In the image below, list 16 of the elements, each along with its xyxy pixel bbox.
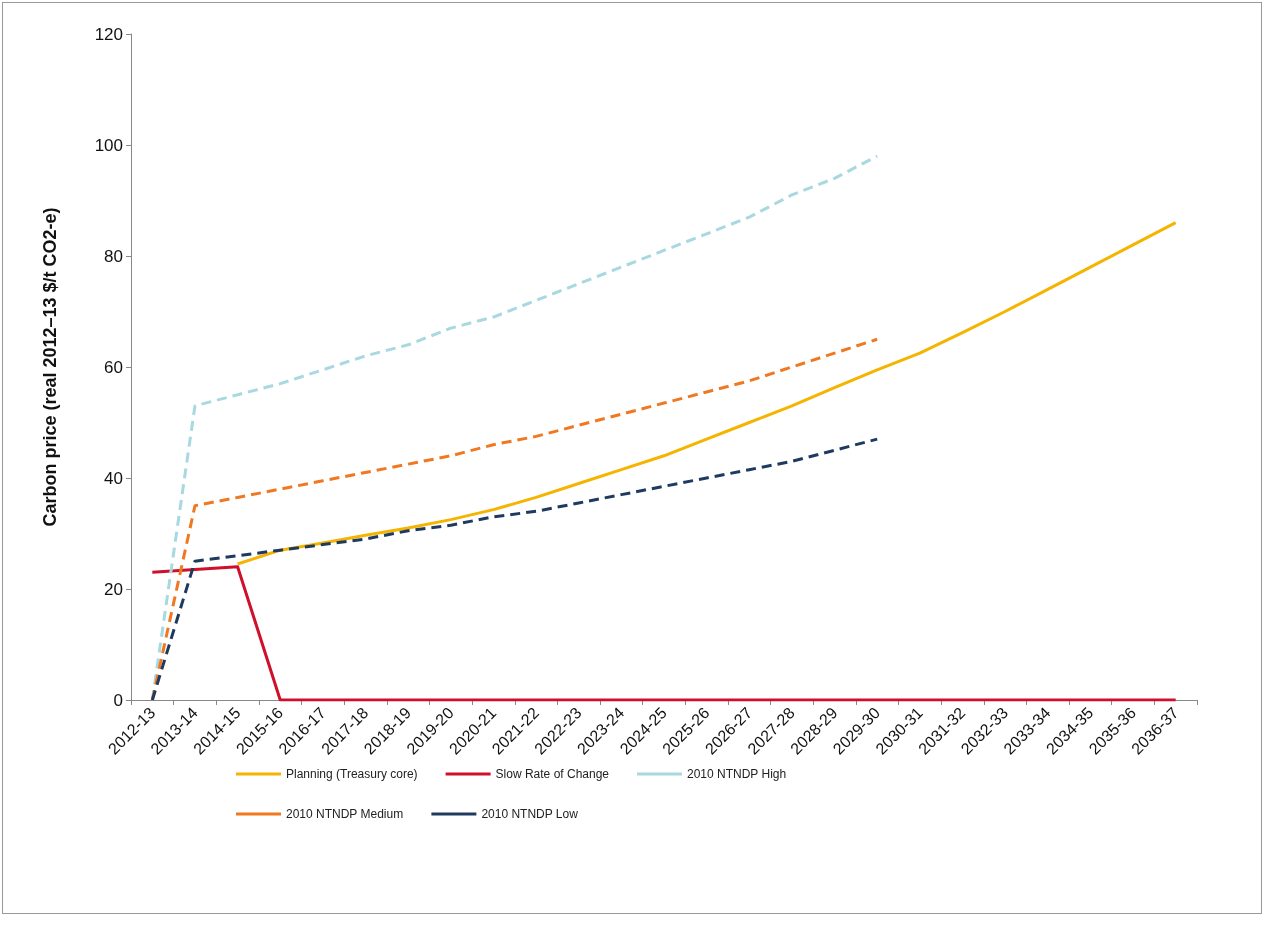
y-tick-label: 40 (104, 468, 123, 488)
y-tick-label: 60 (104, 357, 123, 377)
legend-label: Slow Rate of Change (495, 767, 610, 781)
line-series (236, 221, 1178, 566)
y-axis-title: Carbon price (real 2012–13 $/t CO2-e) (40, 207, 60, 527)
y-tick-label: 20 (104, 579, 123, 599)
legend-label: 2010 NTNDP Medium (286, 807, 404, 821)
line-series (150, 565, 1178, 702)
y-tick-label: 80 (104, 246, 123, 266)
y-tick-label: 0 (113, 690, 123, 710)
y-tick-label: 120 (94, 24, 123, 44)
legend-label: 2010 NTNDP High (687, 767, 787, 781)
line-series (150, 437, 879, 702)
y-tick-label: 100 (94, 135, 123, 155)
legend-label: 2010 NTNDP Low (481, 807, 579, 821)
legend-label: Planning (Treasury core) (286, 767, 418, 781)
